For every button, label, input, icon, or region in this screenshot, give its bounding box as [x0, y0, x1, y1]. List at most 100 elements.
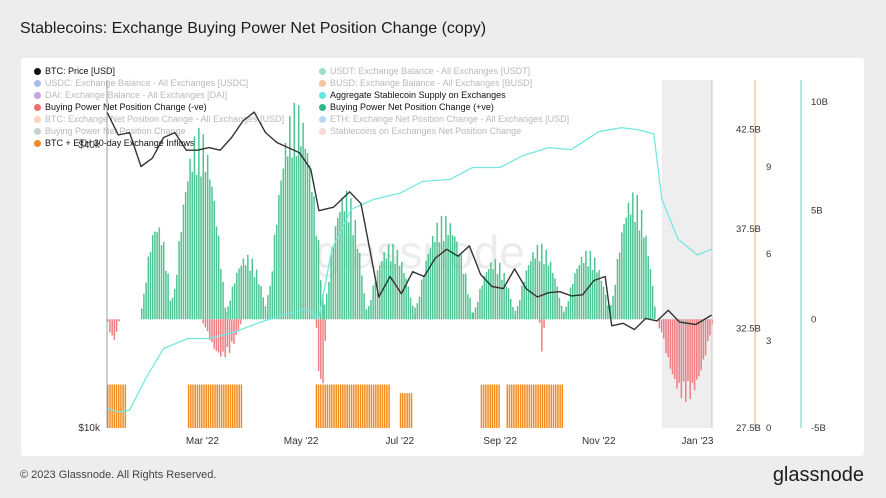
inflow-bar: [482, 384, 485, 428]
legend-label: DAI: Exchange Balance - All Exchanges [D…: [45, 90, 228, 100]
positive-bar: [222, 281, 224, 320]
y-inflow-tick: 3: [766, 336, 771, 347]
y-inflow-tick: 6: [766, 249, 771, 260]
legend-swatch: [319, 92, 326, 99]
supply-line: [106, 127, 713, 413]
positive-bar: [558, 297, 561, 320]
inflow-bar: [537, 384, 539, 428]
legend-item[interactable]: DAI: Exchange Balance - All Exchanges [D…: [34, 90, 227, 100]
inflow-bar: [487, 384, 489, 428]
positive-bar: [409, 297, 412, 320]
negative-bar: [691, 319, 694, 383]
positive-bar: [325, 293, 328, 320]
inflow-bar: [196, 384, 199, 428]
legend-item[interactable]: BTC: Price [USD]: [34, 66, 115, 76]
positive-bar: [160, 245, 163, 320]
legend-item[interactable]: USDT: Exchange Balance - All Exchanges […: [319, 66, 530, 76]
positive-bar: [385, 258, 388, 320]
positive-bar: [273, 234, 276, 320]
positive-bar: [396, 249, 399, 320]
positive-bar: [503, 272, 505, 320]
inflow-bar: [192, 384, 194, 428]
legend-swatch: [319, 128, 326, 135]
positive-bar: [494, 259, 497, 320]
inflow-bar: [216, 384, 218, 428]
inflow-bar: [388, 384, 390, 428]
negative-bar: [674, 319, 676, 379]
positive-bar: [479, 288, 481, 320]
positive-bar: [140, 308, 143, 320]
positive-bar: [472, 312, 475, 320]
positive-bar: [154, 231, 156, 320]
positive-bar: [591, 269, 594, 320]
positive-bar: [598, 270, 600, 320]
positive-bar: [149, 251, 152, 320]
glassnode-logo: glassnode: [772, 464, 864, 486]
positive-bar: [345, 190, 348, 320]
inflow-bar: [227, 384, 229, 428]
positive-bar: [519, 300, 521, 320]
positive-bar: [308, 165, 311, 320]
positive-bar: [158, 227, 161, 320]
negative-bar: [109, 319, 111, 333]
legend-swatch: [34, 140, 41, 147]
positive-bar: [233, 283, 236, 320]
legend-item[interactable]: Aggregate Stablecoin Supply on Exchanges: [319, 90, 506, 100]
inflow-bar: [212, 384, 214, 428]
inflow-bar: [315, 384, 318, 428]
inflow-bar: [359, 384, 362, 428]
inflow-bar: [113, 384, 116, 428]
positive-bar: [284, 142, 287, 320]
positive-bar: [365, 310, 368, 320]
legend-swatch: [319, 116, 326, 123]
negative-bar: [209, 319, 211, 341]
positive-bar: [202, 134, 205, 320]
positive-bar: [361, 275, 363, 320]
legend-item[interactable]: USDC: Exchange Balance - All Exchanges […: [34, 78, 248, 88]
negative-bar: [206, 319, 209, 332]
y-price-tick: $10k: [78, 423, 101, 434]
legend-item[interactable]: Buying Power Net Position Change (-ve): [34, 102, 207, 112]
positive-bar: [195, 174, 198, 320]
legend-item[interactable]: BTC + ETH 30-day Exchange Inflows: [34, 138, 194, 148]
positive-bar: [193, 136, 196, 320]
positive-bar: [552, 272, 554, 320]
inflow-bar: [333, 384, 335, 428]
positive-bar: [145, 282, 147, 320]
legend-item[interactable]: Buying Power Net Position Change (+ve): [319, 102, 494, 112]
negative-bar: [118, 319, 120, 322]
positive-bar: [328, 281, 330, 320]
positive-bar: [612, 295, 614, 320]
inflow-bar: [366, 384, 368, 428]
price-line: [106, 111, 713, 331]
positive-bar: [247, 254, 249, 320]
negative-bar: [107, 319, 109, 322]
positive-bar: [286, 156, 289, 320]
positive-bar: [319, 280, 322, 320]
negative-bar: [700, 319, 702, 371]
negative-bar: [698, 319, 700, 377]
inflow-bar: [399, 393, 402, 428]
negative-bar: [322, 319, 324, 384]
inflow-bar: [209, 384, 212, 428]
positive-bar: [379, 265, 381, 320]
positive-bar: [200, 176, 202, 320]
positive-bar: [356, 248, 359, 320]
positive-bar: [483, 275, 486, 320]
positive-bar: [372, 285, 374, 320]
positive-bar: [178, 241, 180, 320]
legend-item[interactable]: ETH: Exchange Net Position Change - All …: [319, 114, 569, 124]
negative-bar: [213, 319, 215, 349]
legend-item[interactable]: BUSD: Exchange Balance - All Exchanges […: [319, 78, 532, 88]
legend-item[interactable]: Stablecoins on Exchanges Net Position Ch…: [319, 126, 521, 136]
inflow-bar: [111, 384, 113, 428]
positive-bar: [440, 215, 443, 320]
legend-item[interactable]: Buying Power Net Position Change: [34, 126, 186, 136]
negative-bar: [204, 319, 207, 328]
inflow-bar: [339, 384, 342, 428]
legend-item[interactable]: BTC: Exchange Net Position Change - All …: [34, 114, 284, 124]
y-supply-tick: 27.5B: [736, 423, 761, 434]
positive-bar: [453, 236, 456, 320]
positive-bar: [215, 226, 218, 320]
